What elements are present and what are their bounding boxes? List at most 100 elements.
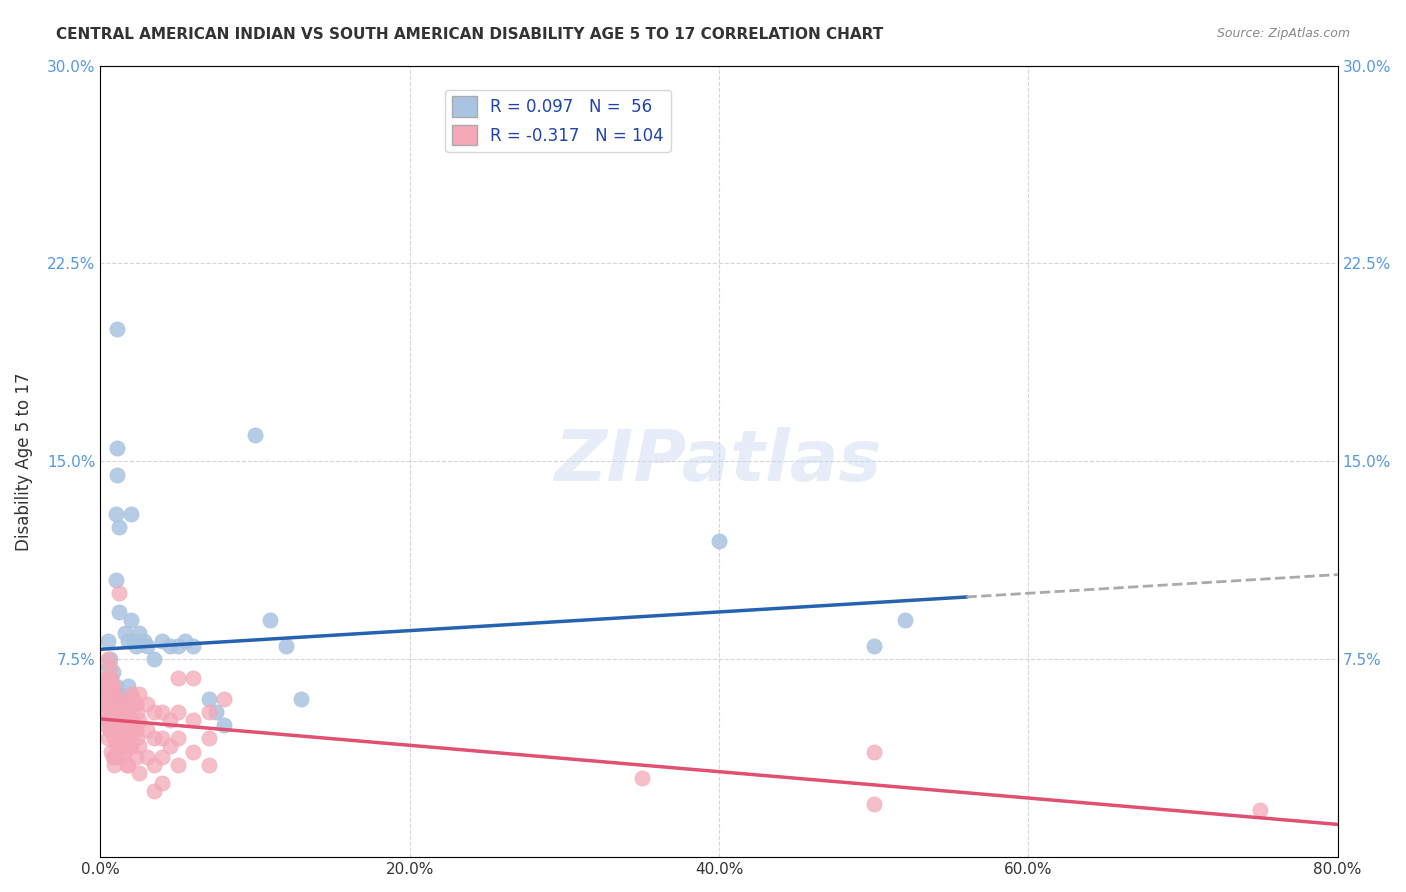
Point xyxy=(97,731,120,746)
Point xyxy=(135,639,157,653)
Point xyxy=(893,613,915,627)
Point xyxy=(120,507,142,521)
Point xyxy=(125,750,148,764)
Point xyxy=(100,710,122,724)
Point xyxy=(862,797,884,812)
Point xyxy=(110,731,132,746)
Point xyxy=(105,467,128,482)
Point xyxy=(108,605,131,619)
Point xyxy=(181,639,204,653)
Text: Source: ZipAtlas.com: Source: ZipAtlas.com xyxy=(1216,27,1350,40)
Point xyxy=(117,757,139,772)
Point xyxy=(135,697,157,711)
Point xyxy=(114,745,136,759)
Point xyxy=(104,713,127,727)
Point xyxy=(108,697,131,711)
Point xyxy=(132,633,155,648)
Point xyxy=(174,633,197,648)
Point xyxy=(143,731,166,746)
Point xyxy=(96,705,118,719)
Point xyxy=(150,705,173,719)
Point xyxy=(197,731,219,746)
Point xyxy=(125,639,148,653)
Point xyxy=(101,750,124,764)
Point xyxy=(97,687,120,701)
Point xyxy=(100,705,122,719)
Point xyxy=(125,723,148,738)
Point xyxy=(103,750,125,764)
Point xyxy=(112,723,135,738)
Point xyxy=(98,723,121,738)
Point xyxy=(143,757,166,772)
Point xyxy=(128,625,150,640)
Point xyxy=(96,671,118,685)
Point xyxy=(862,639,884,653)
Point xyxy=(97,671,120,685)
Point xyxy=(104,573,127,587)
Point xyxy=(108,586,131,600)
Point xyxy=(98,652,121,666)
Point xyxy=(243,428,266,442)
Point xyxy=(97,652,120,666)
Point xyxy=(135,723,157,738)
Point xyxy=(98,691,121,706)
Point xyxy=(274,639,297,653)
Point xyxy=(97,679,120,693)
Point xyxy=(125,697,148,711)
Point xyxy=(100,687,122,701)
Point xyxy=(101,723,124,738)
Point xyxy=(862,745,884,759)
Point xyxy=(101,679,124,693)
Point xyxy=(97,687,120,701)
Point xyxy=(197,691,219,706)
Point xyxy=(128,739,150,754)
Point xyxy=(259,613,281,627)
Point xyxy=(101,684,124,698)
Point xyxy=(103,691,125,706)
Point xyxy=(104,679,127,693)
Point xyxy=(121,718,143,732)
Legend: R = 0.097   N =  56, R = -0.317   N = 104: R = 0.097 N = 56, R = -0.317 N = 104 xyxy=(446,90,671,153)
Point xyxy=(104,710,127,724)
Point xyxy=(120,613,142,627)
Point xyxy=(96,718,118,732)
Point xyxy=(117,679,139,693)
Point xyxy=(1249,803,1271,817)
Point xyxy=(120,739,142,754)
Point xyxy=(166,671,188,685)
Point xyxy=(197,705,219,719)
Point xyxy=(159,713,181,727)
Point xyxy=(115,757,138,772)
Point xyxy=(104,691,127,706)
Point xyxy=(100,723,122,738)
Point xyxy=(94,697,117,711)
Point xyxy=(105,697,128,711)
Point xyxy=(143,705,166,719)
Point xyxy=(105,441,128,455)
Point xyxy=(105,718,128,732)
Point xyxy=(212,691,235,706)
Point xyxy=(143,652,166,666)
Point xyxy=(105,322,128,336)
Point xyxy=(120,713,142,727)
Point xyxy=(120,687,142,701)
Point xyxy=(94,687,117,701)
Point xyxy=(101,665,124,680)
Point xyxy=(112,750,135,764)
Point xyxy=(124,633,146,648)
Point xyxy=(166,731,188,746)
Point xyxy=(117,633,139,648)
Point xyxy=(103,731,125,746)
Point xyxy=(181,713,204,727)
Point xyxy=(104,507,127,521)
Point xyxy=(121,691,143,706)
Point xyxy=(197,757,219,772)
Point xyxy=(112,697,135,711)
Y-axis label: Disability Age 5 to 17: Disability Age 5 to 17 xyxy=(15,372,32,550)
Point xyxy=(118,739,141,754)
Point xyxy=(100,671,122,685)
Point xyxy=(150,776,173,790)
Point xyxy=(108,687,131,701)
Point xyxy=(115,705,138,719)
Point xyxy=(97,633,120,648)
